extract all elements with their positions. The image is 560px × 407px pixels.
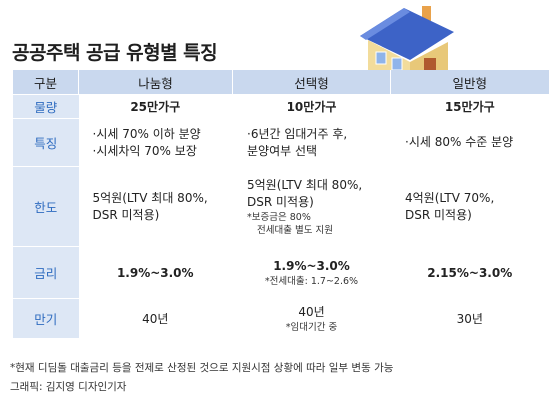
- house-roof: [360, 8, 454, 60]
- limit-sharing-line-1: 5억원(LTV 최대 80%,: [92, 190, 208, 205]
- cell-volume-general: 15만가구: [390, 94, 549, 119]
- house-illustration: [360, 6, 454, 74]
- cell-limit-choice: 5억원(LTV 최대 80%, DSR 미적용) *보증금은 80% 전세대출 …: [232, 166, 391, 247]
- header-general-type: 일반형: [390, 70, 549, 95]
- cell-feature-general: ·시세 80% 수준 분양: [390, 118, 549, 167]
- table-row-rate: 금리 1.9%~3.0% 1.9%~3.0% *전세대출: 1.7~2.6% 2…: [12, 246, 549, 299]
- cell-term-general: 30년: [390, 298, 549, 339]
- feature-choice-line-1: ·6년간 임대거주 후,: [247, 126, 348, 141]
- row-label-term: 만기: [12, 298, 79, 339]
- feature-general-line-1: ·시세 80% 수준 분양: [405, 135, 514, 149]
- cell-volume-choice: 10만가구: [232, 94, 391, 119]
- value-rate-choice: 1.9%~3.0%: [273, 258, 350, 273]
- cell-term-sharing: 40년: [78, 298, 233, 339]
- cell-feature-choice: ·6년간 임대거주 후, 분양여부 선택: [232, 118, 391, 167]
- cell-feature-sharing: ·시세 70% 이하 분양 ·시세차익 70% 보장: [78, 118, 233, 167]
- table-row-volume: 물량 25만가구 10만가구 15만가구: [12, 94, 549, 119]
- comparison-table: 구분 나눔형 선택형 일반형 물량 25만가구 10만가구 15만가구 특징 ·…: [12, 70, 549, 339]
- limit-choice-note-1: *보증금은 80%: [247, 211, 311, 223]
- rate-choice-note: *전세대출: 1.7~2.6%: [264, 275, 359, 287]
- limit-general-line-2: DSR 미적용): [405, 207, 472, 222]
- house-window-1: [375, 51, 387, 65]
- table-row-feature: 특징 ·시세 70% 이하 분양 ·시세차익 70% 보장 ·6년간 임대거주 …: [12, 118, 549, 167]
- term-choice-note: *임대기간 중: [285, 321, 338, 333]
- value-volume-choice: 10만가구: [286, 100, 337, 114]
- value-rate-general: 2.15%~3.0%: [427, 265, 513, 280]
- house-window-2: [391, 57, 403, 71]
- value-rate-sharing: 1.9%~3.0%: [116, 265, 194, 280]
- page-title: 공공주택 공급 유형별 특징: [12, 42, 218, 64]
- limit-choice-line-2: DSR 미적용): [247, 194, 314, 209]
- limit-sharing-line-2: DSR 미적용): [92, 207, 160, 222]
- feature-choice-line-2: 분양여부 선택: [247, 143, 318, 158]
- cell-term-choice: 40년 *임대기간 중: [232, 298, 391, 339]
- value-term-choice: 40년: [298, 304, 325, 319]
- row-label-volume: 물량: [12, 94, 79, 119]
- title-bar: 공공주택 공급 유형별 특징: [0, 0, 560, 74]
- table-header-row: 구분 나눔형 선택형 일반형: [12, 70, 549, 95]
- feature-sharing-line-1: ·시세 70% 이하 분양: [92, 126, 201, 141]
- feature-sharing-line-2: ·시세차익 70% 보장: [92, 143, 197, 158]
- graphic-credit: 그래픽: 김지영 디자인기자: [10, 381, 127, 393]
- cell-rate-general: 2.15%~3.0%: [390, 246, 549, 299]
- limit-general-line-1: 4억원(LTV 70%,: [405, 190, 495, 205]
- header-category: 구분: [12, 70, 79, 95]
- header-sharing-type: 나눔형: [78, 70, 233, 95]
- value-volume-general: 15만가구: [444, 100, 495, 114]
- table-row-term: 만기 40년 40년 *임대기간 중 30년: [12, 298, 549, 339]
- footnote: *현재 디딤돌 대출금리 등을 전제로 산정된 것으로 지원시점 상황에 따라 …: [10, 362, 394, 374]
- cell-limit-general: 4억원(LTV 70%, DSR 미적용): [390, 166, 549, 247]
- cell-limit-sharing: 5억원(LTV 최대 80%, DSR 미적용): [78, 166, 233, 247]
- house-chimney: [422, 6, 431, 22]
- cell-rate-sharing: 1.9%~3.0%: [78, 246, 233, 299]
- house-roof-edge: [360, 8, 410, 40]
- value-term-general: 30년: [456, 312, 483, 326]
- limit-choice-line-1: 5억원(LTV 최대 80%,: [247, 177, 363, 192]
- limit-choice-note-2: 전세대출 별도 지원: [257, 224, 333, 236]
- cell-volume-sharing: 25만가구: [78, 94, 233, 119]
- row-label-feature: 특징: [12, 118, 79, 167]
- row-label-rate: 금리: [12, 246, 79, 299]
- cell-rate-choice: 1.9%~3.0% *전세대출: 1.7~2.6%: [232, 246, 391, 299]
- row-label-limit: 한도: [12, 166, 79, 247]
- header-choice-type: 선택형: [232, 70, 391, 95]
- table-row-limit: 한도 5억원(LTV 최대 80%, DSR 미적용) 5억원(LTV 최대 8…: [12, 166, 549, 247]
- value-volume-sharing: 25만가구: [130, 100, 181, 114]
- value-term-sharing: 40년: [142, 312, 169, 326]
